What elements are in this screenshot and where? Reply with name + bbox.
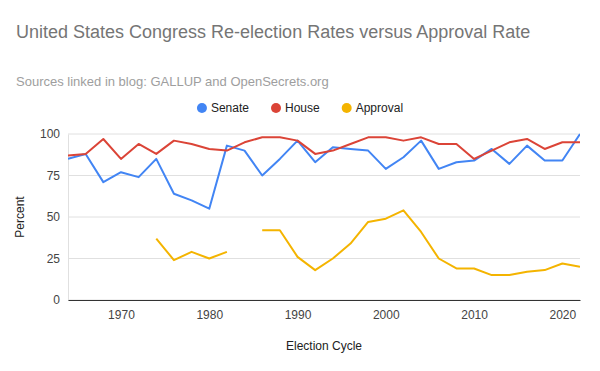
legend: Senate House Approval bbox=[197, 101, 403, 115]
plot-area bbox=[68, 134, 580, 275]
x-axis: 1970 1980 1990 2000 2010 2020 bbox=[69, 300, 581, 322]
x-tick: 2000 bbox=[373, 300, 400, 322]
grid bbox=[68, 134, 580, 300]
y-tick: 50 bbox=[47, 210, 68, 224]
x-tick-label: 2010 bbox=[461, 308, 488, 322]
y-tick-label: 100 bbox=[40, 127, 60, 141]
x-tick-label: 2000 bbox=[373, 308, 400, 322]
x-tick: 2010 bbox=[461, 300, 488, 322]
legend-swatch bbox=[271, 103, 281, 113]
grid-line bbox=[68, 134, 580, 135]
series-line bbox=[68, 134, 580, 209]
chart-container: United States Congress Re-election Rates… bbox=[0, 0, 600, 371]
title-line: United States Congress Re-election Rates… bbox=[16, 22, 530, 42]
legend-swatch bbox=[197, 103, 207, 113]
y-tick: 25 bbox=[47, 252, 68, 266]
grid-line bbox=[68, 175, 580, 176]
grid-line bbox=[68, 258, 580, 259]
x-axis-title: Election Cycle bbox=[286, 339, 362, 353]
title: United States Congress Re-election Rates… bbox=[16, 22, 530, 42]
series-line bbox=[68, 137, 580, 159]
background bbox=[0, 0, 600, 371]
x-axis-line bbox=[69, 300, 581, 301]
y-tick: 75 bbox=[47, 169, 68, 183]
y-tick: 100 bbox=[40, 127, 68, 141]
series-line bbox=[156, 210, 580, 275]
y-tick-label: 0 bbox=[53, 293, 60, 307]
y-tick-label: 75 bbox=[47, 169, 61, 183]
x-tick: 2020 bbox=[549, 300, 576, 322]
grid-line bbox=[68, 300, 580, 301]
x-tick-label: 1990 bbox=[285, 308, 312, 322]
chart-svg: United States Congress Re-election Rates… bbox=[0, 0, 600, 371]
x-tick-label: 1980 bbox=[196, 308, 223, 322]
legend-item: Senate bbox=[197, 101, 249, 115]
x-tick: 1970 bbox=[108, 300, 135, 322]
y-axis: 0 25 50 75 100 bbox=[40, 127, 69, 307]
y-tick: 0 bbox=[53, 293, 68, 307]
grid-line bbox=[68, 217, 580, 218]
x-tick-label: 2020 bbox=[549, 308, 576, 322]
legend-item: Approval bbox=[342, 101, 403, 115]
y-tick-label: 50 bbox=[47, 210, 61, 224]
legend-label: House bbox=[285, 101, 320, 115]
x-tick: 1980 bbox=[196, 300, 223, 322]
legend-label: Approval bbox=[356, 101, 403, 115]
legend-swatch bbox=[342, 103, 352, 113]
x-tick-label: 1970 bbox=[108, 308, 135, 322]
subtitle: Sources linked in blog: GALLUP and OpenS… bbox=[16, 74, 329, 89]
x-tick: 1990 bbox=[285, 300, 312, 322]
legend-label: Senate bbox=[211, 101, 249, 115]
legend-item: House bbox=[271, 101, 320, 115]
y-axis-title: Percent bbox=[13, 196, 27, 238]
y-tick-label: 25 bbox=[47, 252, 61, 266]
